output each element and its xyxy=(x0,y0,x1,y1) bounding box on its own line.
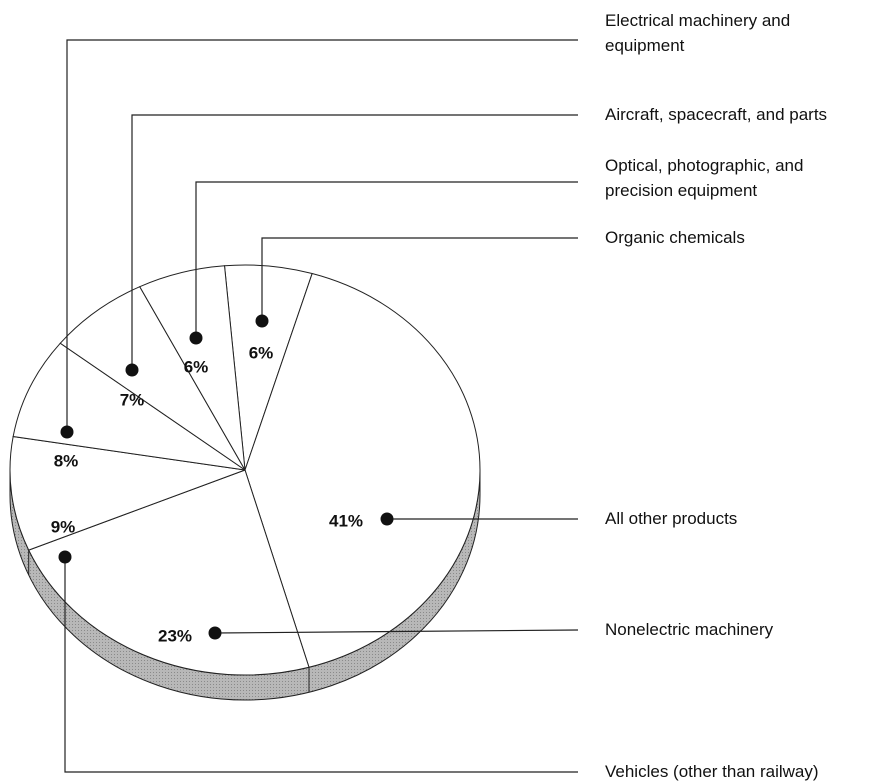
leader-dot xyxy=(189,331,203,345)
value-label: 23% xyxy=(158,626,192,645)
leader-dot xyxy=(255,314,269,328)
leader-dot xyxy=(60,425,74,439)
leader-dot xyxy=(380,512,394,526)
leader-dot xyxy=(125,363,139,377)
leader-dot xyxy=(208,626,222,640)
category-label: All other products xyxy=(605,509,738,528)
category-label: Aircraft, spacecraft, and parts xyxy=(605,105,828,124)
leader-line xyxy=(214,629,579,634)
pie-slice xyxy=(27,469,310,676)
leader-line xyxy=(195,181,578,338)
leader-line xyxy=(64,557,578,773)
value-label: 6% xyxy=(184,357,209,376)
pie-slice xyxy=(244,272,481,668)
category-label: Electrical machinery and equipment xyxy=(605,11,791,55)
pie-slice xyxy=(12,342,246,471)
value-label: 6% xyxy=(249,343,274,362)
leader-line xyxy=(131,114,578,370)
pie-slice xyxy=(9,435,246,551)
value-label: 8% xyxy=(54,451,79,470)
category-label: Organic chemicals xyxy=(605,228,745,247)
value-label: 9% xyxy=(51,517,76,536)
leader-dot xyxy=(58,550,72,564)
category-label: Nonelectric machinery xyxy=(605,620,774,639)
pie-slice xyxy=(139,265,246,471)
leader-line xyxy=(66,39,578,432)
category-label: Optical, photographic, and precision equ… xyxy=(605,156,804,200)
value-label: 7% xyxy=(120,390,145,409)
category-label: Vehicles (other than railway) xyxy=(605,762,819,781)
leader-line xyxy=(261,237,578,321)
value-label: 41% xyxy=(329,511,363,530)
pie-slice xyxy=(59,286,246,471)
